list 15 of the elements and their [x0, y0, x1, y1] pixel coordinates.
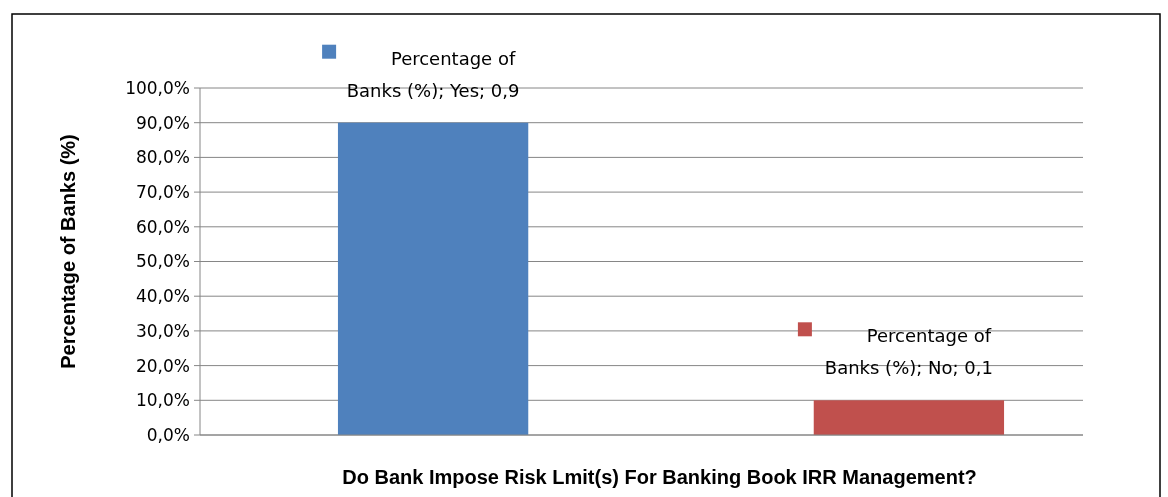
y-tick-label: 80,0%	[135, 147, 190, 168]
y-tick-label: 50,0%	[135, 251, 190, 272]
y-tick-label: 10,0%	[135, 390, 190, 411]
y-tick-label: 100,0%	[125, 77, 190, 98]
x-axis-title: Do Bank Impose Risk Lmit(s) For Banking Book IRR Management?	[342, 466, 977, 488]
y-tick-label: 30,0%	[135, 320, 190, 341]
y-tick-label: 20,0%	[135, 355, 190, 376]
y-tick-label: 60,0%	[135, 216, 190, 237]
y-axis-title: Percentage of Banks (%)	[57, 134, 79, 369]
data-label: Percentage of Banks (%); No; 0,1	[824, 325, 993, 379]
data-label: Percentage of Banks (%); Yes; 0,9	[346, 47, 520, 101]
y-tick-label: 40,0%	[135, 286, 190, 307]
y-tick-label: 0,0%	[146, 424, 190, 445]
y-tick-label: 90,0%	[135, 112, 190, 133]
y-tick-label: 70,0%	[135, 182, 190, 203]
